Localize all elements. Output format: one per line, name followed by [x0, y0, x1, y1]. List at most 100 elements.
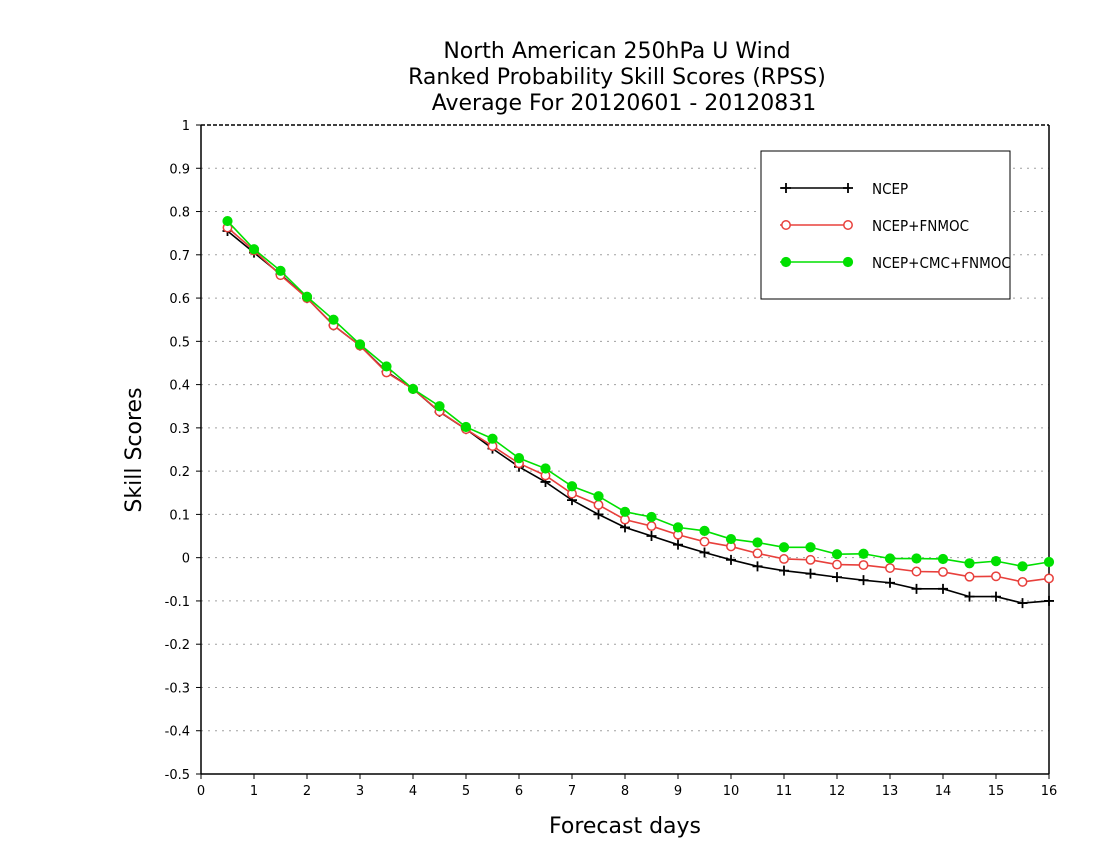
open-circle-marker: [1017, 576, 1028, 587]
x-tick-label: 4: [409, 784, 417, 799]
filled-circle-marker: [328, 314, 339, 325]
plus-marker: [1044, 595, 1054, 606]
y-tick-label: 0.9: [169, 162, 190, 177]
filled-circle-marker: [487, 433, 498, 444]
open-circle-marker: [781, 220, 791, 230]
y-tick-label: -0.4: [165, 725, 190, 740]
filled-circle-marker: [842, 256, 854, 268]
x-tick-label: 14: [935, 784, 952, 799]
filled-circle-marker: [778, 542, 790, 553]
filled-circle-marker: [990, 556, 1002, 567]
chart-title: North American 250hPa U Wind Ranked Prob…: [408, 39, 826, 116]
y-tick-labels: -0.5 -0.4 -0.3 -0.2 -0.1 0 0.1 0.2 0.3 0.4 0.5 0.6 0…: [165, 119, 190, 783]
y-tick-label: -0.3: [165, 681, 190, 696]
x-axis-label: Forecast days: [549, 814, 701, 839]
y-tick-label: -0.2: [165, 638, 190, 653]
x-tick-label: 2: [303, 784, 311, 799]
filled-circle-marker: [540, 463, 551, 474]
legend-entry: NCEP+FNMOC: [780, 217, 969, 235]
x-tick-label: 11: [776, 784, 793, 799]
open-circle-marker: [1044, 573, 1054, 584]
y-tick-label: -0.5: [165, 768, 190, 783]
open-circle-marker: [858, 560, 869, 570]
open-circle-marker: [911, 566, 922, 577]
y-tick-label: 0.6: [169, 292, 190, 307]
x-tick-label: 1: [250, 784, 258, 799]
open-circle-marker: [779, 554, 789, 564]
filled-circle-marker: [911, 553, 922, 564]
filled-circle-marker: [593, 491, 604, 502]
legend-label: NCEP: [872, 180, 908, 198]
title-line-3: Average For 20120601 - 20120831: [432, 91, 817, 116]
plus-marker: [726, 554, 736, 565]
filled-circle-marker: [699, 525, 710, 536]
x-tick-label: 8: [621, 784, 629, 799]
filled-circle-marker: [381, 361, 392, 372]
open-circle-marker: [938, 566, 948, 577]
filled-circle-marker: [937, 553, 949, 565]
filled-circle-marker: [780, 256, 792, 268]
open-circle-marker: [593, 499, 604, 510]
plus-marker: [858, 575, 869, 586]
legend: NCEP NCEP+FNMOC NCEP+CMC+FNMOC: [760, 150, 1011, 300]
plus-marker: [779, 565, 789, 576]
filled-circle-marker: [248, 244, 260, 255]
x-tick-label: 9: [674, 784, 682, 799]
y-tick-label: 0.1: [169, 508, 190, 523]
x-tick-label: 16: [1041, 784, 1058, 799]
filled-circle-marker: [725, 533, 737, 545]
title-line-1: North American 250hPa U Wind: [443, 39, 790, 64]
filled-circle-marker: [460, 421, 472, 433]
plus-marker: [699, 547, 710, 558]
data-series: [222, 215, 1055, 609]
x-tick-label: 5: [462, 784, 470, 799]
open-circle-marker: [646, 521, 657, 532]
legend-label: NCEP+FNMOC: [872, 217, 969, 235]
plus-marker: [1017, 598, 1028, 609]
filled-circle-marker: [964, 558, 975, 569]
y-tick-label: 0.4: [169, 379, 190, 394]
y-tick-label: 0.5: [169, 335, 190, 350]
gridlines: [201, 167, 1049, 732]
plus-marker: [964, 591, 975, 602]
open-circle-marker: [964, 571, 975, 582]
plus-marker: [781, 183, 791, 193]
filled-circle-marker: [354, 339, 366, 350]
plus-marker: [885, 577, 895, 588]
x-tick-label: 6: [515, 784, 523, 799]
filled-circle-marker: [646, 511, 657, 523]
plus-marker: [843, 183, 853, 193]
filled-circle-marker: [222, 215, 233, 227]
filled-circle-marker: [752, 537, 763, 548]
plus-marker: [673, 539, 683, 550]
y-tick-label: 0.8: [169, 206, 190, 221]
filled-circle-marker: [513, 453, 525, 464]
plus-marker: [752, 561, 763, 572]
filled-circle-marker: [619, 506, 631, 517]
filled-circle-marker: [275, 265, 286, 276]
legend-entry: NCEP: [780, 180, 908, 198]
x-tick-label: 13: [882, 784, 899, 799]
y-tick-label: 0.7: [169, 249, 190, 264]
filled-circle-marker: [672, 522, 684, 533]
x-tick-labels: 0 1 2 3 4 5 6 7 8 9 10 11 12 13 14 15 16: [197, 784, 1057, 799]
x-tick-label: 0: [197, 784, 205, 799]
filled-circle-marker: [805, 542, 816, 553]
filled-circle-marker: [434, 401, 445, 412]
filled-circle-marker: [858, 548, 869, 559]
plus-marker: [911, 583, 922, 594]
y-tick-label: 1: [182, 119, 190, 134]
series-ncep-cmc-fnmoc: [222, 215, 1055, 572]
y-tick-label: 0.3: [169, 422, 190, 437]
y-tick-label: -0.1: [165, 595, 190, 610]
legend-entry: NCEP+CMC+FNMOC: [780, 254, 1011, 272]
open-circle-marker: [843, 220, 853, 230]
x-tick-label: 3: [356, 784, 364, 799]
x-tick-label: 10: [723, 784, 740, 799]
plus-marker: [938, 583, 948, 594]
plus-marker: [832, 572, 842, 583]
plus-marker: [805, 568, 816, 579]
x-tick-label: 15: [988, 784, 1005, 799]
filled-circle-marker: [1017, 561, 1028, 572]
